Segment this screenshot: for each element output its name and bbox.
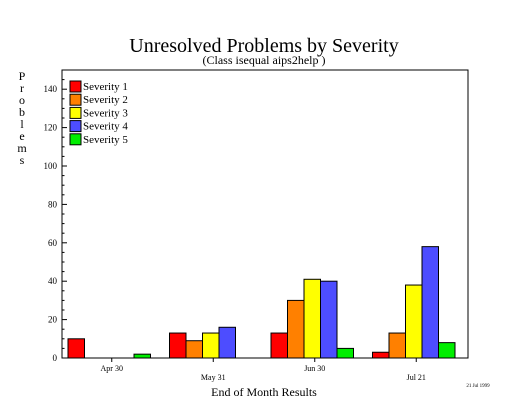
y-tick-label: 0 [53, 353, 58, 363]
bar [218, 326, 236, 359]
y-axis: 0 20 40 60 80 100 120 140 [44, 69, 67, 363]
bar [202, 332, 220, 359]
bar [67, 338, 85, 359]
bar [270, 332, 288, 359]
y-tick-label: 140 [44, 84, 58, 94]
y-axis-label-letter: e [19, 129, 24, 143]
bar [169, 332, 187, 359]
bar [388, 332, 406, 359]
bar [185, 340, 203, 359]
y-axis-label-letter: m [17, 141, 27, 155]
x-axis: Apr 30 May 31 Jun 30 Jul 21 [101, 358, 426, 382]
bar [133, 353, 151, 359]
y-axis-label-letter: P [19, 69, 26, 83]
bar [405, 284, 423, 359]
legend-swatch [69, 133, 82, 146]
y-tick-label: 80 [48, 199, 58, 209]
legend-swatch [69, 120, 82, 133]
legend-swatch [69, 106, 82, 119]
legend-swatch [69, 80, 82, 93]
bar [320, 280, 338, 359]
bar [438, 342, 456, 359]
y-tick-label: 60 [48, 238, 58, 248]
date-stamp: 21 Jul 1999 [466, 384, 490, 389]
x-tick-label: May 31 [201, 373, 226, 382]
x-tick-label: Apr 30 [101, 364, 123, 373]
x-tick-label: Jul 21 [407, 373, 426, 382]
y-tick-label: 40 [48, 276, 58, 286]
y-axis-label-letter: r [20, 81, 24, 95]
y-axis-label-letter: s [20, 153, 25, 167]
y-tick-label: 20 [48, 315, 58, 325]
legend-label: Severity 3 [83, 107, 128, 119]
y-tick-label: 100 [44, 161, 58, 171]
x-tick-label: Jun 30 [304, 364, 325, 373]
legend-label: Severity 1 [83, 81, 128, 93]
bar [421, 246, 439, 359]
y-axis-label: Problems [17, 69, 27, 167]
y-axis-label-letter: o [19, 93, 25, 107]
y-tick-label: 120 [44, 123, 58, 133]
y-axis-label-letter: l [20, 117, 24, 131]
legend-label: Severity 2 [83, 94, 128, 106]
legend-label: Severity 5 [83, 134, 128, 146]
x-axis-label: End of Month Results [211, 385, 317, 399]
legend-label: Severity 4 [83, 121, 128, 133]
y-axis-label-letter: b [19, 105, 25, 119]
bar [303, 278, 321, 359]
chart-title: Unresolved Problems by Severity [129, 35, 398, 57]
bar [336, 347, 354, 359]
bars [67, 246, 456, 359]
chart-subtitle: (Class isequal aips2help ) [203, 53, 326, 67]
bar [372, 351, 390, 359]
bar [287, 299, 305, 359]
legend-swatch [69, 93, 82, 106]
